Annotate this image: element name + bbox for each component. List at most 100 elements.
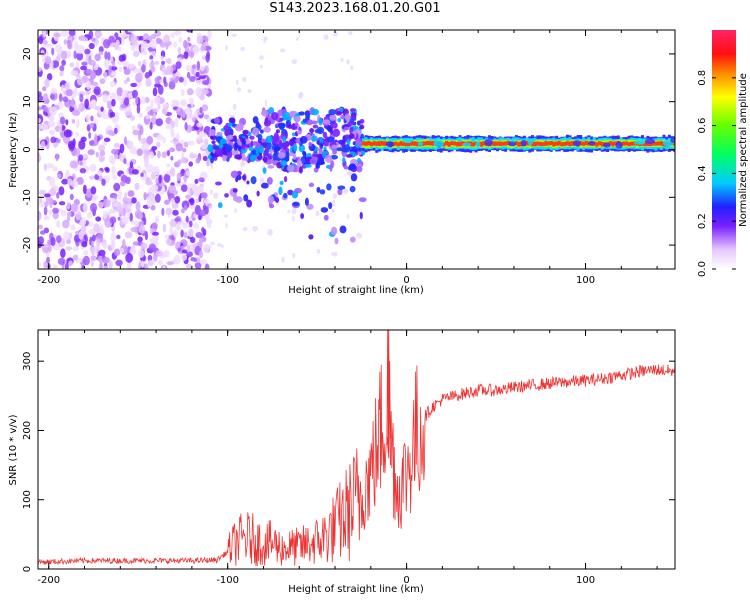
spectrogram-cell	[203, 114, 210, 120]
spectrogram-cell	[107, 129, 114, 136]
spectrogram-carrier-cell	[402, 142, 406, 147]
spectrogram-cell	[72, 254, 78, 261]
spectrogram-cell	[330, 154, 339, 160]
spectrogram-cell	[199, 65, 205, 72]
spectrogram-cell	[129, 212, 133, 222]
spectrogram-cell	[60, 30, 69, 37]
spectrogram-cell	[185, 263, 193, 269]
spectrogram-cell	[132, 129, 140, 136]
spectrogram-cell	[294, 115, 301, 123]
spectrogram-cell	[305, 113, 310, 121]
spectrogram-cell	[124, 192, 128, 202]
spectrogram-cell	[251, 127, 259, 137]
spectrogram-cell	[320, 207, 329, 213]
spectrogram-cell	[177, 46, 182, 55]
spectrogram-cell	[68, 260, 73, 267]
spectrogram-cell	[237, 138, 241, 145]
spectrogram-cell	[86, 211, 93, 219]
spectrogram-cell	[130, 82, 138, 88]
spectrogram-cell	[70, 98, 75, 108]
spectrogram-carrier-cell	[568, 141, 572, 147]
spectrogram-cell	[246, 180, 250, 185]
spectrogram-cell	[170, 155, 174, 161]
spectrogram-cell	[324, 154, 333, 163]
spectrogram-cell	[183, 39, 188, 49]
spectrogram-cell	[140, 260, 145, 268]
spectrogram-carrier-cell	[447, 141, 451, 147]
spectrogram-cell	[330, 122, 338, 129]
spectrogram-cell	[38, 106, 43, 111]
spectrogram-cell	[102, 210, 108, 219]
spectrogram-cell	[644, 138, 655, 144]
spectrogram-cell	[149, 55, 154, 60]
spectrogram-cell	[241, 153, 246, 161]
spectrogram-cell	[242, 139, 246, 145]
colorbar-tick-label: 0.4	[697, 165, 708, 181]
spectrogram-cell	[43, 40, 48, 45]
spectrogram-cell	[196, 60, 201, 71]
spectrogram-cell	[147, 110, 154, 116]
spectrogram-cell	[72, 246, 80, 251]
spectrogram-cell	[56, 220, 61, 228]
spectrogram-cell	[202, 155, 208, 162]
spectrogram-cell	[262, 142, 268, 149]
spectrogram-cell	[224, 129, 232, 137]
spectrogram-carrier-cell	[627, 142, 631, 147]
spectrogram-cell	[317, 153, 323, 160]
spectrogram-cell	[65, 246, 73, 251]
spectrogram-cell	[287, 209, 291, 214]
spectrogram-carrier-cell	[536, 141, 540, 146]
spectrogram-cell	[88, 221, 94, 227]
spectrogram-cell	[78, 230, 84, 240]
spectrogram-carrier-cell	[533, 141, 537, 147]
spectrogram-cell	[38, 224, 43, 230]
spectrogram-cell	[38, 94, 44, 102]
spectrogram-cell	[119, 247, 125, 254]
spectrogram-cell	[42, 86, 47, 92]
spectrogram-cell	[288, 138, 295, 147]
snr-y-ticks: 0 100 200 300	[22, 352, 675, 572]
spectrogram-cell	[154, 83, 162, 88]
spectrogram-cell	[246, 199, 253, 208]
spectrogram-cell	[292, 153, 297, 160]
spectrogram-cell	[319, 142, 324, 150]
spectrogram-cell	[150, 33, 157, 40]
spectrogram-carrier-cell	[552, 141, 556, 147]
spectrogram-cell	[152, 166, 160, 176]
spectrogram-cell	[66, 211, 72, 217]
spectrogram-carrier-cell	[426, 140, 430, 146]
spectrogram-cell	[332, 147, 338, 155]
spectrogram-cell	[96, 170, 103, 176]
spectrogram-cell	[177, 159, 182, 165]
spectrogram-carrier-cell	[646, 141, 650, 147]
spectrogram-x-ticks: -200 -100 0 100	[37, 30, 658, 286]
spectrogram-cell	[149, 151, 155, 159]
spectrogram-cell	[180, 229, 184, 238]
spectrogram-cell	[209, 189, 213, 195]
spectrogram-carrier-cell	[649, 141, 653, 147]
spectrogram-cell	[272, 152, 277, 161]
spectrogram-cell	[168, 184, 177, 194]
spectrogram-cell	[201, 132, 207, 138]
spectrogram-cell	[54, 32, 61, 38]
spectrogram-cell	[144, 72, 151, 79]
spectrogram-cell	[89, 175, 95, 180]
spectrogram-carrier-cell	[654, 141, 658, 146]
spectrogram-carrier-cell	[479, 141, 483, 147]
spectrogram-cell	[337, 188, 343, 196]
spectrogram-cell	[57, 173, 62, 179]
spectrogram-cell	[315, 162, 319, 169]
spectrogram-cell	[274, 197, 280, 203]
snr-frame	[37, 329, 676, 570]
spectrogram-cell	[117, 216, 121, 221]
spectrogram-cell	[42, 92, 48, 101]
spectrogram-cell	[162, 103, 169, 108]
spectrogram-cell	[163, 199, 170, 205]
snr-y-tick-label: 100	[22, 490, 33, 509]
spectrogram-cell	[111, 98, 116, 107]
spectrogram-cell	[211, 140, 216, 145]
spectrogram-cell	[228, 117, 236, 123]
spectrogram-cell	[181, 254, 188, 261]
spectrogram-cell	[60, 84, 65, 94]
spectrogram-cell	[433, 140, 444, 148]
